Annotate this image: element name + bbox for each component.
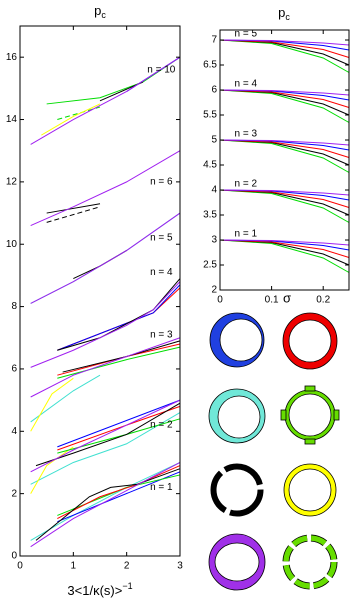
series-line (30, 212, 181, 304)
x-tick-label: 0 (217, 295, 223, 306)
series-line (219, 239, 350, 246)
y-tick-label: 6.5 (203, 60, 217, 71)
x-tick-label: 2 (124, 561, 130, 572)
series-line (41, 103, 101, 136)
annotation: n = 1 (150, 482, 173, 493)
annotation: n = 6 (150, 177, 173, 188)
plot-frame (19, 25, 181, 557)
series-line (30, 56, 181, 145)
annotation: n = 5 (235, 29, 258, 40)
y-tick-label: 4 (211, 185, 217, 196)
title-subscript: c (101, 10, 106, 20)
shape-icon (210, 463, 264, 517)
x-label-superscript: −1 (122, 581, 132, 591)
x-tick-label: 1 (71, 561, 77, 572)
series-line (57, 284, 181, 351)
title-main: p (278, 5, 285, 20)
series-line (219, 39, 350, 46)
series-line (35, 402, 181, 467)
x-tick-label: 0 (17, 561, 23, 572)
x-axis-label: σ (283, 290, 291, 305)
y-tick-label: 2 (11, 488, 17, 499)
y-tick-label: 0 (11, 551, 17, 562)
series-line (219, 139, 350, 146)
series-line (30, 377, 74, 432)
series-line (30, 399, 181, 473)
chart-title: pc (278, 5, 290, 22)
series-line (57, 287, 181, 351)
series-line (62, 340, 181, 373)
y-tick-label: 2 (211, 285, 217, 296)
series-line (57, 399, 181, 448)
chart-title: pc (94, 3, 106, 20)
annotation: n = 1 (235, 229, 258, 240)
series-line (30, 462, 181, 548)
y-tick-label: 3.5 (203, 210, 217, 221)
x-axis-label: 3<1/κ(s)>−1 (67, 581, 132, 598)
shape-icon (284, 389, 336, 441)
annotation: n = 3 (235, 129, 258, 140)
title-subscript: c (285, 12, 290, 22)
annotation: n = 4 (150, 267, 173, 278)
series-line (57, 346, 181, 379)
series-line (30, 212, 181, 304)
annotation: n = 5 (150, 233, 173, 244)
series-line (219, 89, 350, 96)
y-tick-label: 10 (6, 239, 18, 250)
series-line (30, 412, 181, 485)
y-tick-label: 6 (211, 85, 217, 96)
y-tick-label: 5.5 (203, 110, 217, 121)
series-line (30, 150, 181, 226)
y-tick-label: 6 (11, 364, 17, 375)
annotation: n = 4 (235, 79, 258, 90)
shape-icon-outline (282, 534, 338, 590)
x-tick-label: 0.2 (316, 295, 330, 306)
shape-icon (208, 388, 266, 444)
annotation: n = 3 (150, 329, 173, 340)
x-tick-label: 0.1 (265, 295, 279, 306)
y-tick-label: 5 (211, 135, 217, 146)
y-tick-label: 8 (11, 301, 17, 312)
series-line (30, 374, 101, 423)
x-label-main: 3<1/κ(s)> (67, 583, 122, 598)
series-line (46, 206, 101, 223)
series-line (35, 468, 181, 541)
title-main: p (94, 3, 101, 18)
shape-icon (283, 535, 337, 589)
shape-icon (283, 463, 337, 517)
y-tick-label: 3 (211, 235, 217, 246)
series-line (57, 278, 181, 351)
series-line (30, 281, 181, 368)
annotation: n = 2 (235, 179, 258, 190)
series-line (219, 189, 350, 196)
series-line (57, 465, 181, 520)
shape-tabs (280, 385, 340, 445)
y-tick-label: 2.5 (203, 260, 217, 271)
series-line (30, 337, 181, 398)
series-line (30, 446, 74, 494)
y-tick-label: 16 (6, 52, 18, 63)
x-tick-label: 3 (177, 561, 183, 572)
y-tick-label: 4.5 (203, 160, 217, 171)
shape-icon (282, 312, 338, 370)
annotation: n = 10 (147, 64, 176, 75)
y-tick-label: 14 (6, 114, 18, 125)
series-line (46, 203, 101, 214)
plot-frame (219, 29, 350, 291)
y-tick-label: 12 (6, 177, 18, 188)
shape-icons (208, 312, 340, 591)
y-tick-label: 4 (11, 426, 17, 437)
shape-icon (208, 533, 266, 591)
shape-icon (209, 312, 265, 368)
y-tick-label: 7 (211, 35, 217, 46)
annotation: n = 2 (150, 420, 173, 431)
